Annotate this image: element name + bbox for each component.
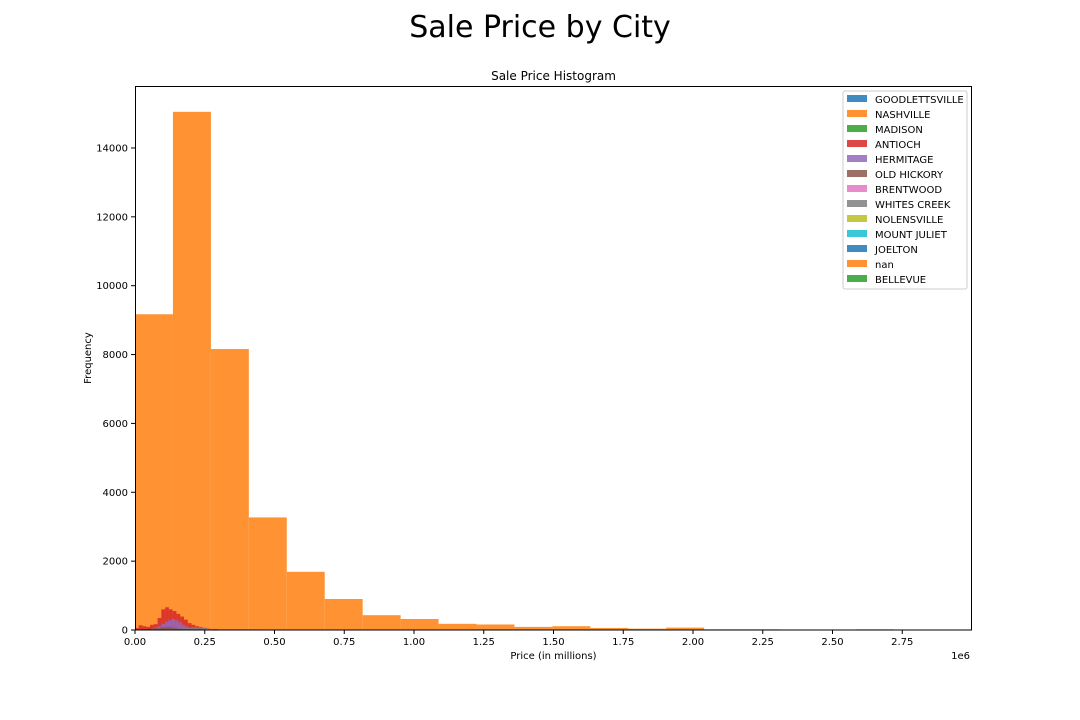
legend-label-hermitage: HERMITAGE	[875, 155, 933, 166]
legend-swatch-brentwood	[847, 185, 867, 192]
bar-nashville-5	[324, 599, 363, 630]
bar-hermitage-3	[161, 623, 166, 630]
axes-title: Sale Price Histogram	[491, 69, 616, 83]
x-tick-label: 1.00	[403, 637, 425, 648]
legend-label-madison: MADISON	[875, 125, 923, 136]
bar-antioch-9	[168, 609, 173, 630]
x-tick-label: 0.25	[194, 637, 216, 648]
x-tick-label: 0.50	[263, 637, 285, 648]
y-tick-label: 14000	[96, 143, 128, 154]
x-tick-label: 1.50	[542, 637, 564, 648]
bar-nashville-0	[135, 314, 173, 630]
x-tick-label: 2.75	[891, 637, 913, 648]
bar-hermitage-6	[171, 618, 176, 630]
bar-antioch-6	[157, 617, 162, 630]
legend-swatch-hermitage	[847, 155, 867, 162]
bar-whites-creek-4	[182, 627, 191, 630]
bar-hermitage-8	[178, 622, 182, 630]
bar-nashville-1	[172, 111, 211, 630]
legend: GOODLETTSVILLE NASHVILLE MADISON ANTIOCH HER…	[842, 90, 968, 290]
legend-swatch-madison	[847, 125, 867, 132]
y-tick-label: 12000	[96, 212, 128, 223]
legend-label-antioch: ANTIOCH	[875, 140, 921, 151]
x-tick-label: 2.25	[752, 637, 774, 648]
bar-hermitage-5	[168, 620, 172, 630]
bar-antioch-0	[135, 627, 139, 630]
y-axis: 0 2000 4000 6000 8000 10000 12000 14000	[96, 143, 135, 637]
legend-swatch-mount-juliet	[847, 230, 867, 237]
bar-nashville-9	[476, 624, 515, 630]
bar-antioch-5	[153, 624, 158, 630]
bar-nashville-4	[286, 571, 325, 630]
legend-swatch-bellevue	[847, 275, 867, 282]
legend-swatch-goodlettsville	[847, 95, 867, 102]
bar-hermitage-4	[165, 621, 169, 630]
bar-nashville-3	[248, 517, 287, 630]
bar-nashville-13	[628, 628, 667, 630]
legend-label-old-hickory: OLD HICKORY	[875, 170, 944, 181]
legend-swatch-antioch	[847, 140, 867, 147]
legend-swatch-whites-creek	[847, 200, 867, 207]
bar-antioch-13	[183, 619, 188, 630]
x-axis: 0.00 0.25 0.50 0.75 1.00 1.25 1.50 1.75 2.00 2.25…	[124, 630, 913, 648]
bar-nashville-7	[400, 618, 439, 630]
y-tick-label: 10000	[96, 281, 128, 292]
y-tick-label: 6000	[103, 419, 128, 430]
histogram-bars	[135, 111, 932, 630]
bar-antioch-8	[165, 607, 169, 630]
bar-nashville-14	[666, 627, 705, 630]
y-axis-label: Frequency	[83, 332, 94, 384]
bar-old-hickory-2	[160, 627, 166, 630]
legend-label-brentwood: BRENTWOOD	[875, 185, 942, 196]
bar-nashville-6	[362, 615, 401, 630]
x-tick-label: 0.00	[124, 637, 146, 648]
series-nashville	[135, 111, 932, 630]
x-tick-label: 0.75	[333, 637, 355, 648]
legend-label-whites-creek: WHITES CREEK	[875, 200, 951, 211]
bar-nashville-12	[590, 627, 629, 630]
figure-title: Sale Price by City	[409, 10, 671, 45]
bar-old-hickory-1	[154, 628, 161, 630]
x-tick-label: 1.25	[473, 637, 495, 648]
legend-label-nolensville: NOLENSVILLE	[875, 215, 943, 226]
legend-swatch-old-hickory	[847, 170, 867, 177]
x-tick-label: 2.00	[682, 637, 704, 648]
bar-nashville-11	[552, 626, 591, 630]
y-tick-label: 4000	[103, 488, 128, 499]
bar-antioch-12	[180, 616, 184, 630]
bar-antioch-3	[146, 626, 151, 630]
legend-swatch-nashville	[847, 110, 867, 117]
legend-label-bellevue: BELLEVUE	[875, 275, 926, 286]
y-tick-label: 8000	[103, 350, 128, 361]
y-tick-label: 2000	[103, 557, 128, 568]
legend-label-nashville: NASHVILLE	[875, 110, 930, 121]
legend-swatch-nan	[847, 260, 867, 267]
legend-label-goodlettsville: GOODLETTSVILLE	[875, 95, 964, 106]
bar-old-hickory-3	[165, 626, 172, 630]
legend-swatch-nolensville	[847, 215, 867, 222]
bar-hermitage-9	[181, 624, 186, 630]
bar-hermitage-7	[175, 620, 179, 630]
bar-nashville-8	[438, 623, 477, 630]
legend-frame	[842, 90, 968, 290]
bar-antioch-4	[150, 624, 154, 630]
bar-nashville-2	[210, 349, 249, 630]
bar-antioch-7	[161, 609, 166, 630]
legend-label-joelton: JOELTON	[874, 245, 918, 256]
legend-label-mount-juliet: MOUNT JULIET	[875, 230, 948, 241]
bar-antioch-14	[187, 623, 192, 630]
legend-label-nan: nan	[875, 260, 894, 271]
bar-antioch-1	[138, 625, 143, 630]
x-axis-label: Price (in millions)	[510, 651, 596, 662]
bar-nashville-10	[514, 626, 553, 630]
bar-whites-creek-5	[190, 627, 200, 630]
bar-whites-creek-6	[199, 627, 208, 630]
legend-swatch-joelton	[847, 245, 867, 252]
x-tick-label: 2.50	[821, 637, 843, 648]
y-tick-label: 0	[122, 626, 128, 637]
x-tick-label: 1.75	[612, 637, 634, 648]
bar-antioch-2	[142, 626, 147, 630]
x-axis-offset-label: 1e6	[951, 651, 970, 662]
